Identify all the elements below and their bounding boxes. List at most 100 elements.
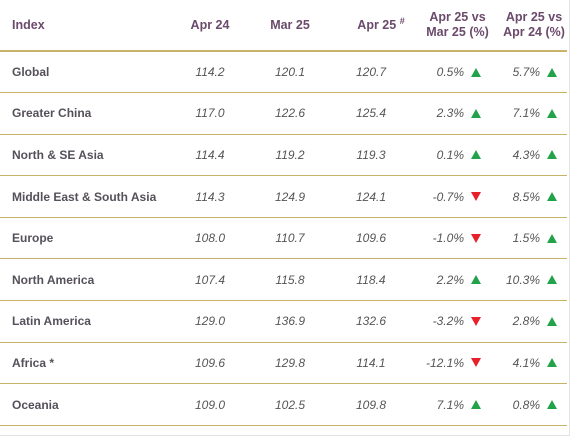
region-name: Middle East & South Asia: [12, 189, 157, 204]
value-apr24: 117.0: [195, 106, 225, 121]
value-mar25: 102.5: [274, 397, 306, 412]
value-apr25: 132.6: [355, 314, 387, 329]
change-vs-apr24: 4.3%: [501, 134, 567, 176]
value-apr25: 114.1: [356, 355, 386, 370]
change-vs-mar25: -1.0%: [414, 217, 501, 259]
arrow-up-icon: [471, 108, 481, 118]
arrow-down-icon: [471, 233, 481, 243]
header-vs-apr24-line1: Apr 25 vs: [505, 10, 563, 24]
change-vs-mar25-value: 7.1%: [436, 397, 464, 412]
arrow-up-icon: [471, 400, 481, 410]
change-vs-mar25: 0.5%: [414, 51, 501, 93]
value-apr25: 119.3: [356, 147, 386, 162]
index-table: Index Apr 24 Mar 25 Apr 25 # Apr 25 vs M…: [0, 0, 567, 426]
value-mar25: 115.8: [275, 272, 305, 287]
value-apr24: 114.3: [195, 189, 225, 204]
header-vs-apr24-line2: Apr 24 (%): [503, 25, 565, 39]
change-vs-mar25: -3.2%: [414, 301, 501, 343]
value-mar25: 119.2: [275, 147, 305, 162]
value-apr24: 129.0: [194, 314, 226, 329]
arrow-up-icon: [547, 358, 557, 368]
change-vs-mar25-value: 0.5%: [436, 65, 464, 80]
change-vs-apr24: 2.8%: [501, 301, 567, 343]
change-vs-apr24: 1.5%: [501, 217, 567, 259]
header-mar25: Mar 25: [252, 0, 328, 52]
change-vs-apr24: 5.7%: [501, 51, 567, 93]
change-vs-mar25: -12.1%: [414, 342, 501, 384]
arrow-up-icon: [547, 400, 557, 410]
change-vs-apr24: 0.8%: [501, 384, 567, 426]
value-apr25: 109.8: [355, 397, 387, 412]
change-vs-apr24-value: 0.8%: [512, 397, 540, 412]
arrow-up-icon: [547, 150, 557, 160]
value-apr24: 109.6: [194, 355, 226, 370]
arrow-up-icon: [547, 108, 557, 118]
header-vs-mar25-line2: Mar 25 (%): [426, 25, 489, 39]
change-vs-mar25-value: 2.3%: [436, 106, 464, 121]
region-name: Africa *: [12, 355, 55, 370]
value-apr25: 120.7: [355, 65, 387, 80]
value-apr25: 124.1: [355, 189, 387, 204]
value-apr24: 109.0: [194, 397, 226, 412]
table-row: Oceania 109.0 102.5 109.8 7.1% 0.8%: [0, 384, 567, 426]
change-vs-mar25: 0.1%: [414, 134, 501, 176]
change-vs-apr24-value: 7.1%: [512, 106, 540, 121]
change-vs-apr24-value: 10.3%: [505, 272, 540, 287]
value-apr24: 108.0: [194, 231, 226, 246]
region-name: Global: [12, 65, 50, 80]
header-mar25-label: Mar 25: [270, 17, 310, 32]
table-row: Middle East & South Asia 114.3 124.9 124…: [0, 176, 567, 218]
change-vs-mar25-value: -0.7%: [432, 189, 464, 204]
value-apr25: 118.4: [356, 272, 386, 287]
header-index-label: Index: [12, 17, 45, 32]
change-vs-mar25-value: 0.1%: [436, 147, 464, 162]
header-vs-mar25: Apr 25 vs Mar 25 (%): [414, 0, 501, 52]
value-apr25: 109.6: [355, 231, 387, 246]
header-apr25-footnote-mark: #: [399, 15, 405, 26]
change-vs-apr24-value: 8.5%: [512, 189, 540, 204]
change-vs-apr24: 7.1%: [501, 93, 567, 135]
header-vs-mar25-line1: Apr 25 vs: [429, 10, 486, 24]
table-frame: [0, 0, 570, 436]
change-vs-apr24: 10.3%: [501, 259, 567, 301]
value-mar25: 136.9: [274, 314, 306, 329]
change-vs-apr24-value: 4.3%: [512, 147, 540, 162]
table-row: Latin America 129.0 136.9 132.6 -3.2% 2.…: [0, 301, 567, 343]
region-name: Oceania: [12, 397, 59, 412]
arrow-down-icon: [471, 192, 481, 202]
value-mar25: 122.6: [274, 106, 306, 121]
value-mar25: 120.1: [274, 65, 306, 80]
change-vs-apr24-value: 2.8%: [512, 314, 540, 329]
value-mar25: 110.7: [275, 231, 305, 246]
arrow-up-icon: [471, 275, 481, 285]
region-name: North America: [12, 272, 95, 287]
table-row: Africa * 109.6 129.8 114.1 -12.1% 4.1%: [0, 342, 567, 384]
value-apr25: 125.4: [355, 106, 387, 121]
arrow-up-icon: [547, 316, 557, 326]
region-name: Latin America: [12, 314, 91, 329]
change-vs-mar25-value: -3.2%: [432, 314, 464, 329]
value-mar25: 124.9: [274, 189, 306, 204]
table-body: Global 114.2 120.1 120.7 0.5% 5.7% Great…: [0, 51, 567, 426]
arrow-up-icon: [547, 275, 557, 285]
region-name: North & SE Asia: [12, 147, 104, 162]
table-row: Europe 108.0 110.7 109.6 -1.0% 1.5%: [0, 217, 567, 259]
table-row: Greater China 117.0 122.6 125.4 2.3% 7.1…: [0, 93, 567, 135]
change-vs-mar25: 7.1%: [414, 384, 501, 426]
arrow-up-icon: [547, 233, 557, 243]
arrow-up-icon: [547, 192, 557, 202]
table-row: North & SE Asia 114.4 119.2 119.3 0.1% 4…: [0, 134, 567, 176]
change-vs-mar25: 2.3%: [414, 93, 501, 135]
table-row: Global 114.2 120.1 120.7 0.5% 5.7%: [0, 51, 567, 93]
arrow-down-icon: [471, 316, 481, 326]
header-apr25-label: Apr 25: [357, 17, 397, 32]
header-vs-apr24: Apr 25 vs Apr 24 (%): [501, 0, 567, 52]
region-name: Europe: [12, 231, 54, 246]
arrow-up-icon: [547, 67, 557, 77]
change-vs-apr24: 8.5%: [501, 176, 567, 218]
change-vs-mar25: -0.7%: [414, 176, 501, 218]
header-apr25: Apr 25 #: [328, 0, 414, 52]
change-vs-apr24-value: 1.5%: [512, 231, 540, 246]
header-row: Index Apr 24 Mar 25 Apr 25 # Apr 25 vs M…: [0, 0, 567, 52]
header-apr24-label: Apr 24: [190, 17, 230, 32]
